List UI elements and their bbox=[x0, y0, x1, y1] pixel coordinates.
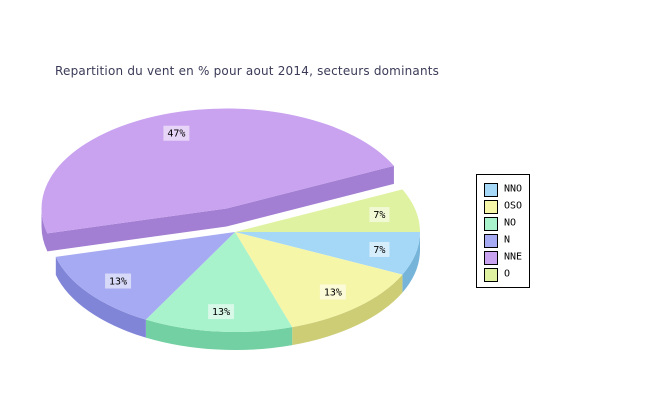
pie-slice-side-NNE bbox=[41, 165, 394, 252]
pie-slice-N bbox=[55, 232, 236, 320]
slice-label: 13% bbox=[212, 307, 230, 318]
pie-slice-side-NO bbox=[145, 319, 293, 351]
slice-label: 7% bbox=[373, 245, 385, 256]
slice-label-bg bbox=[369, 207, 390, 223]
slice-label: 13% bbox=[109, 277, 127, 288]
legend-label: NO bbox=[504, 217, 517, 229]
legend-swatch bbox=[484, 182, 498, 197]
pie-slice-OSO bbox=[235, 232, 403, 328]
legend-item: NNO bbox=[484, 182, 529, 199]
pie-slice-NO bbox=[145, 232, 293, 333]
legend-item: O bbox=[484, 267, 529, 284]
pie-slice-side-OSO bbox=[292, 274, 403, 346]
legend-label: NNO bbox=[504, 183, 523, 195]
legend-label: N bbox=[504, 234, 511, 246]
chart-title: Repartition du vent en % pour aout 2014,… bbox=[55, 64, 440, 78]
legend-item: OSO bbox=[484, 199, 529, 216]
legend-swatch bbox=[484, 233, 498, 248]
slice-label: 47% bbox=[167, 129, 185, 140]
legend-swatch bbox=[484, 199, 498, 214]
pie-slice-NNE bbox=[41, 108, 394, 234]
pie-slice-side-NNO bbox=[402, 232, 420, 293]
legend-swatch bbox=[484, 267, 498, 282]
slice-label-bg bbox=[319, 284, 346, 300]
slice-label-bg bbox=[163, 125, 190, 141]
slice-label-bg bbox=[369, 241, 390, 257]
pie-slice-side-N bbox=[55, 256, 146, 338]
legend-swatch bbox=[484, 250, 498, 265]
legend-label: OSO bbox=[504, 200, 523, 212]
legend-swatch bbox=[484, 216, 498, 231]
slice-label-bg bbox=[105, 273, 132, 289]
legend-item: NNE bbox=[484, 250, 529, 267]
legend-item: NO bbox=[484, 216, 529, 233]
slice-label: 13% bbox=[324, 288, 342, 299]
legend-label: O bbox=[504, 268, 511, 280]
legend-label: NNE bbox=[504, 251, 523, 263]
slice-label: 7% bbox=[373, 210, 385, 221]
legend-item: N bbox=[484, 233, 529, 250]
legend: NNO OSO NO N NNE O bbox=[476, 174, 530, 288]
slice-label-bg bbox=[208, 304, 235, 320]
